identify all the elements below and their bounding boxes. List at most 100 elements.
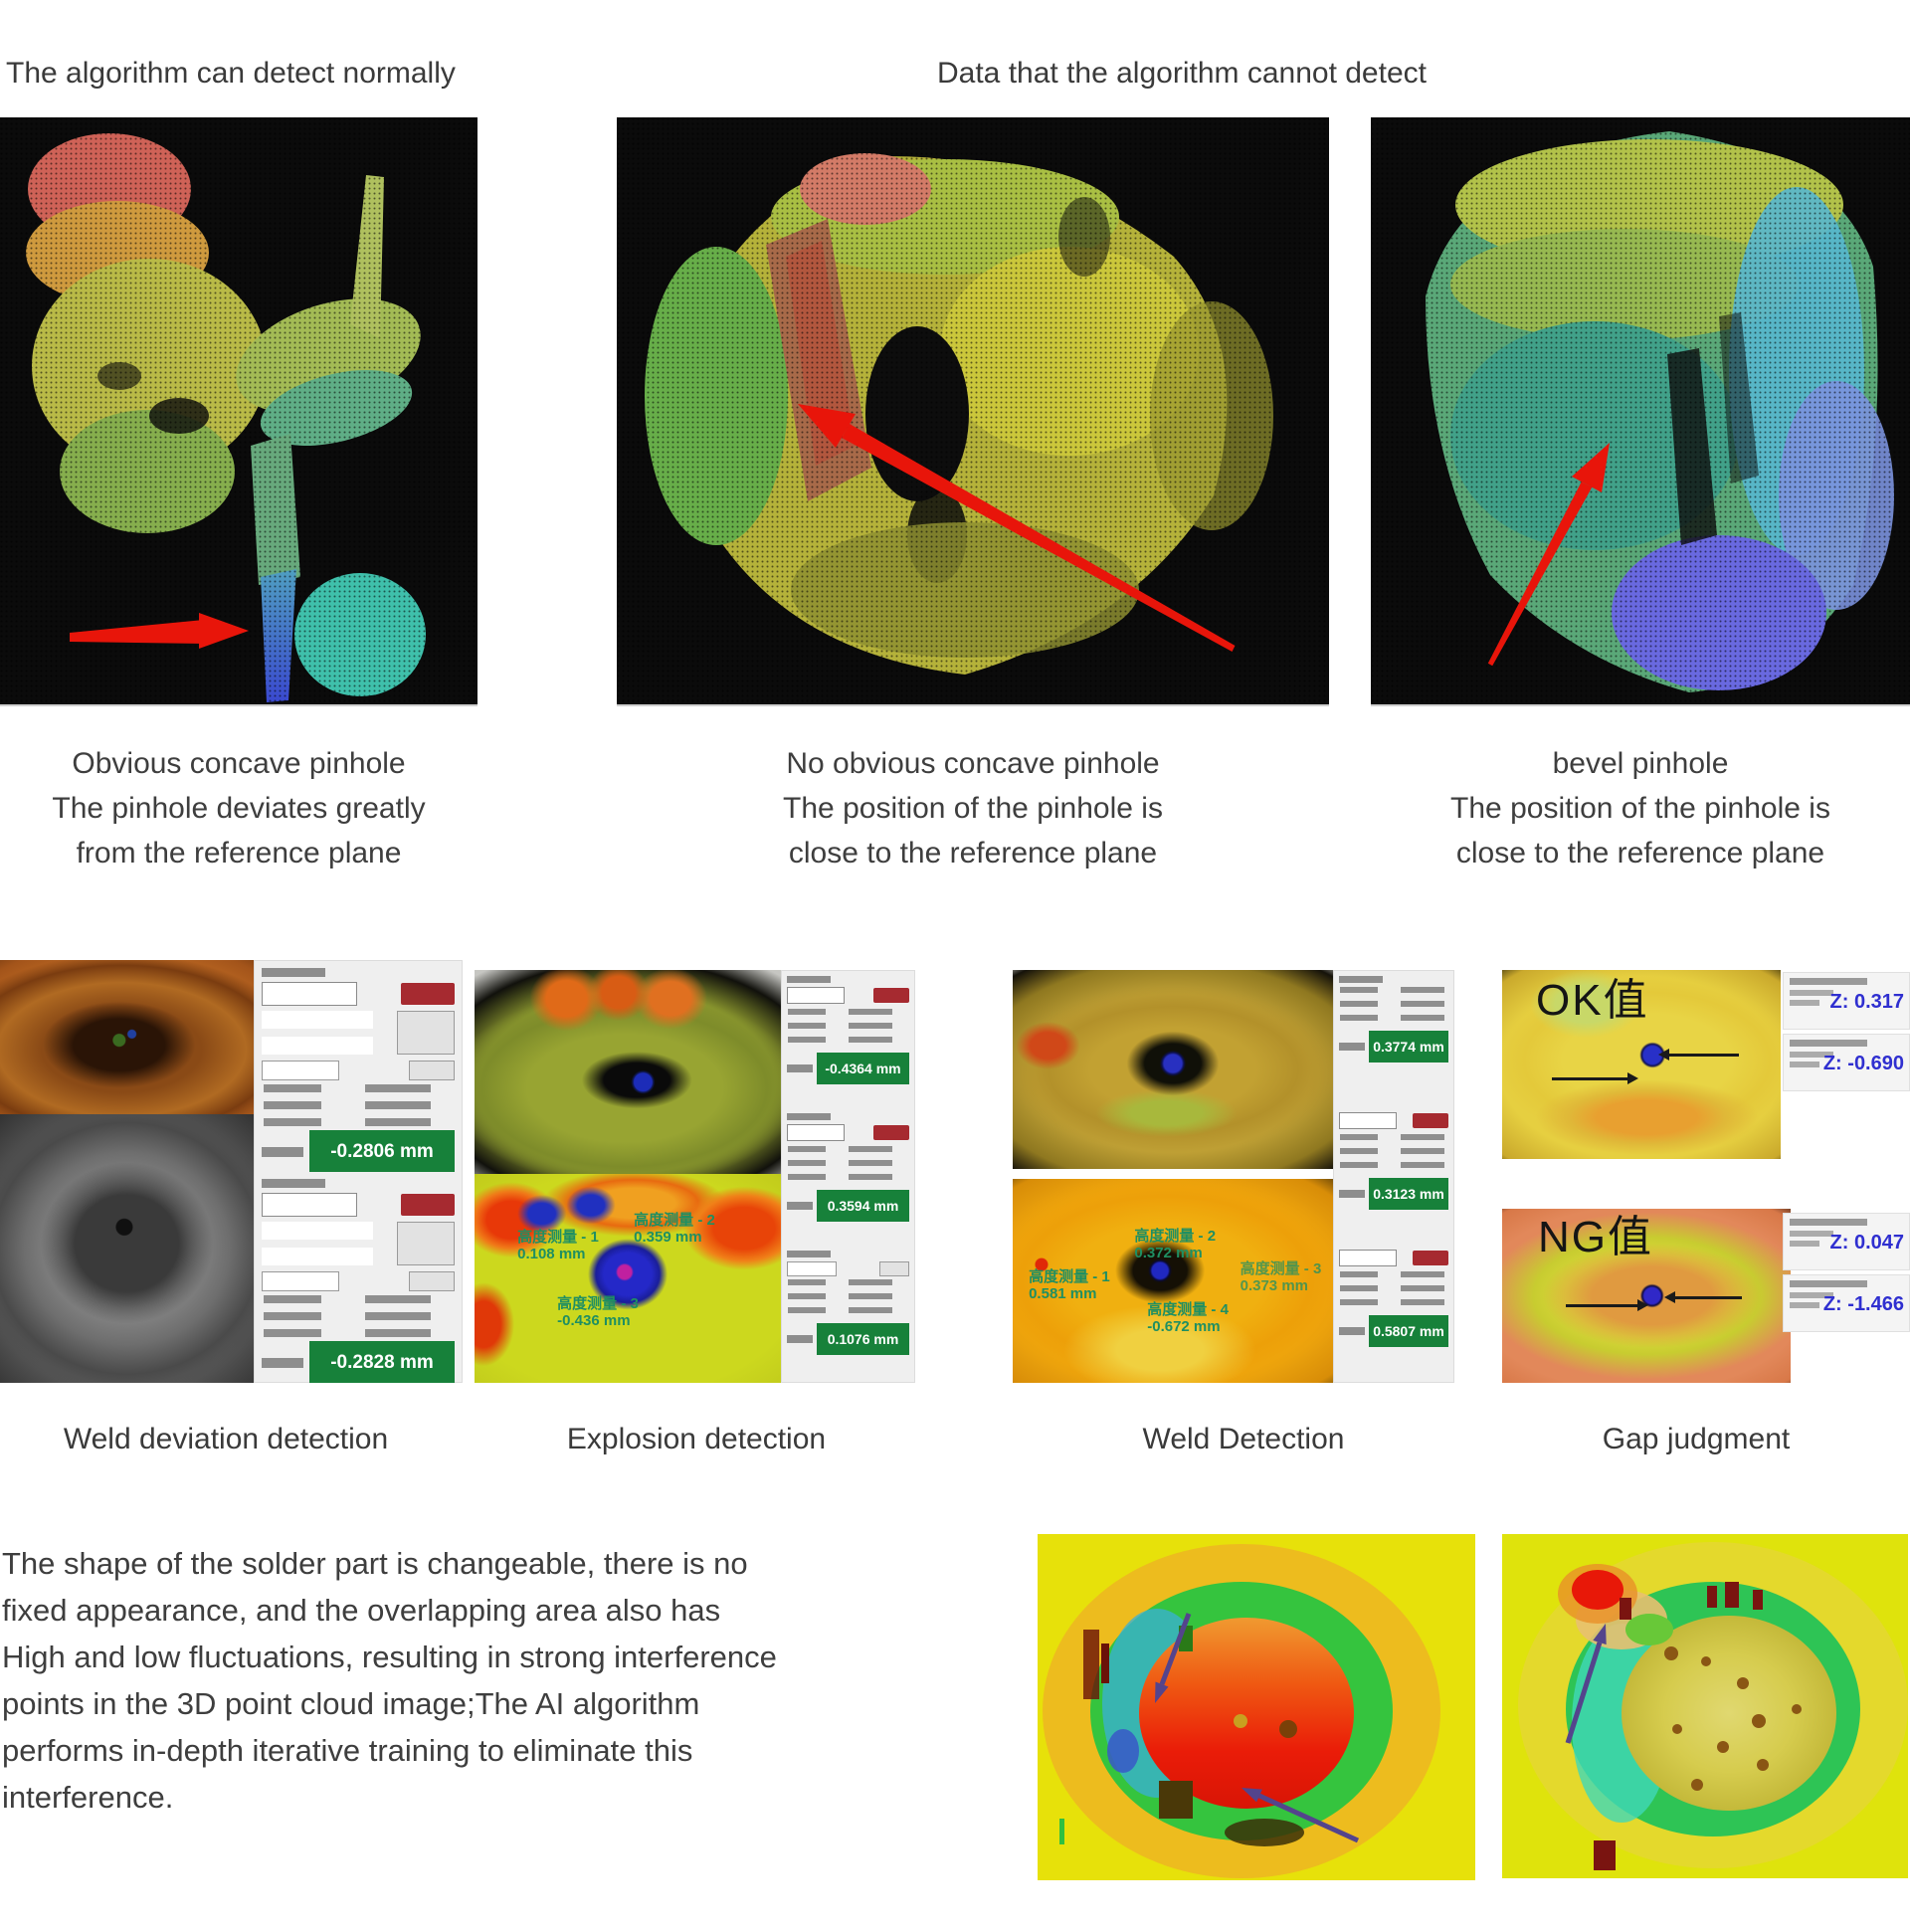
text-placeholder [1790, 1241, 1819, 1247]
z-value-box: Z: 0.317 [1783, 972, 1910, 1030]
red-button [1413, 1251, 1448, 1265]
caption-no-obvious-pinhole: No obvious concave pinhole The position … [783, 741, 1163, 875]
text-placeholder [1790, 1052, 1833, 1058]
readout-text-placeholder [1339, 1271, 1448, 1311]
weld-deviation-photo-bottom [0, 1114, 254, 1383]
section-title-placeholder [787, 976, 831, 983]
arrow-left-icon [1658, 1048, 1739, 1061]
readout-text-placeholder [1339, 987, 1448, 1027]
purple-arrow-icon [1565, 1624, 1607, 1744]
result-value: 0.1076 mm [817, 1323, 909, 1355]
coordinate-inputs [262, 1222, 373, 1267]
red-arrow-icon [798, 404, 1236, 652]
readout-text-placeholder [262, 1295, 455, 1337]
label-explosion-detection: Explosion detection [566, 1423, 827, 1455]
paragraph-line: interference. [2, 1780, 174, 1815]
point-cloud-surface [1371, 117, 1910, 704]
height-annotation: 高度测量 - 1 0.581 mm [1029, 1268, 1110, 1303]
result-label-placeholder [262, 1358, 303, 1368]
dark-marks [1594, 1582, 1763, 1870]
text-placeholder [1790, 1062, 1819, 1067]
measurement-control-panel: -0.2806 mm -0.2828 mm [254, 960, 463, 1383]
heatmap-ring-right [1502, 1534, 1908, 1878]
text-placeholder [1790, 1280, 1867, 1287]
caption-line: close to the reference plane [788, 837, 1158, 869]
name-input [1339, 1250, 1397, 1266]
weld-deviation-photo-top [0, 960, 254, 1114]
section-title-placeholder [1339, 976, 1383, 983]
caption-bevel-pinhole: bevel pinhole The position of the pinhol… [1450, 741, 1830, 875]
pointcloud-image-no-obvious-pinhole [617, 117, 1329, 706]
text-placeholder [1790, 978, 1867, 985]
pointcloud-image-bevel-pinhole [1371, 117, 1910, 706]
measure-section: 0.3123 mm [1334, 1108, 1453, 1246]
panel-weld-detection: 高度测量 - 2 0.372 mm 高度测量 - 1 0.581 mm 高度测量… [1013, 970, 1454, 1383]
result-value: 0.3123 mm [1369, 1178, 1448, 1210]
caption-line: close to the reference plane [1455, 837, 1825, 869]
pointcloud-1-graphic [0, 117, 478, 704]
name-input [787, 1124, 845, 1141]
result-value: -0.2828 mm [309, 1341, 455, 1383]
height-annotation: 高度测量 - 2 0.359 mm [634, 1211, 715, 1246]
section-title-placeholder [262, 1179, 325, 1188]
text-placeholder [1790, 990, 1833, 996]
text-placeholder [1790, 1219, 1867, 1226]
z-value: Z: 0.317 [1829, 991, 1904, 1013]
gap-ok-photo [1502, 970, 1781, 1159]
height-annotation: 高度测量 - 3 0.373 mm [1240, 1260, 1322, 1294]
height-annotation: 高度测量 - 2 0.372 mm [1134, 1228, 1217, 1262]
z-value-box: Z: -0.690 [1783, 1034, 1910, 1091]
red-button [1413, 1113, 1448, 1128]
weld-photo-heatmap: 高度测量 - 2 0.372 mm 高度测量 - 1 0.581 mm 高度测量… [1013, 1179, 1333, 1383]
heatmap-right-graphic [1502, 1534, 1908, 1878]
refresh-button [397, 1222, 455, 1265]
arrow-left-icon [1664, 1290, 1742, 1303]
ok-value-label: OK值 [1536, 976, 1649, 1025]
text-placeholder [1790, 1292, 1833, 1298]
result-label-placeholder [787, 1064, 813, 1072]
result-label-placeholder [1339, 1043, 1365, 1051]
pointcloud-3-graphic [1371, 117, 1910, 704]
readout-text-placeholder [1339, 1134, 1448, 1174]
section-title-placeholder [787, 1113, 831, 1120]
result-value: -0.2806 mm [309, 1130, 455, 1172]
panel-explosion-detection: 高度测量 - 1 0.108 mm 高度测量 - 2 0.359 mm 高度测量… [475, 970, 915, 1383]
caption-line: The position of the pinhole is [783, 792, 1163, 825]
measure-section: 0.3594 mm [782, 1108, 914, 1246]
ng-value-label: NG值 [1538, 1213, 1653, 1261]
point-cloud-surface [617, 117, 1329, 704]
z-value: Z: -1.466 [1822, 1293, 1904, 1315]
name-input [787, 987, 845, 1004]
name-input [262, 982, 357, 1006]
red-button [873, 988, 909, 1003]
gray-button [879, 1261, 909, 1276]
label-weld-deviation-detection: Weld deviation detection [63, 1423, 389, 1455]
result-value: 0.3774 mm [1369, 1031, 1448, 1063]
text-placeholder [1790, 1231, 1833, 1237]
weld-photo-top [1013, 970, 1333, 1169]
header-cannot-detect: Data that the algorithm cannot detect [937, 57, 1427, 90]
result-label-placeholder [787, 1202, 813, 1210]
readout-text-placeholder [787, 1279, 909, 1319]
red-arrow-icon [70, 613, 249, 649]
readout-text-placeholder [262, 1084, 455, 1126]
section-title-placeholder [787, 1251, 831, 1257]
explosion-photo-top [475, 970, 781, 1174]
measure-section: -0.4364 mm [782, 971, 914, 1108]
text-placeholder [1790, 1302, 1819, 1308]
caption-line: from the reference plane [76, 837, 402, 869]
bottom-paragraph: The shape of the solder part is changeab… [2, 1540, 777, 1821]
measure-section: 0.1076 mm [782, 1246, 914, 1383]
height-annotation: 高度测量 - 3 -0.436 mm [557, 1294, 639, 1329]
paragraph-line: fixed appearance, and the overlapping ar… [2, 1593, 721, 1628]
panel-weld-deviation: -0.2806 mm -0.2828 mm [0, 960, 463, 1383]
explosion-photo-heatmap: 高度测量 - 1 0.108 mm 高度测量 - 2 0.359 mm 高度测量… [475, 1174, 781, 1383]
text-placeholder [1790, 1040, 1867, 1047]
purple-arrow-icon [1155, 1613, 1360, 1843]
heatmap-left-graphic [1038, 1534, 1475, 1880]
point-cloud-surface [0, 117, 478, 704]
result-label-placeholder [1339, 1327, 1365, 1335]
red-button [401, 983, 455, 1005]
measure-section: 0.3774 mm [1334, 971, 1453, 1108]
measurement-control-panel: -0.4364 mm 0.3594 mm 0.1076 mm [781, 970, 915, 1383]
